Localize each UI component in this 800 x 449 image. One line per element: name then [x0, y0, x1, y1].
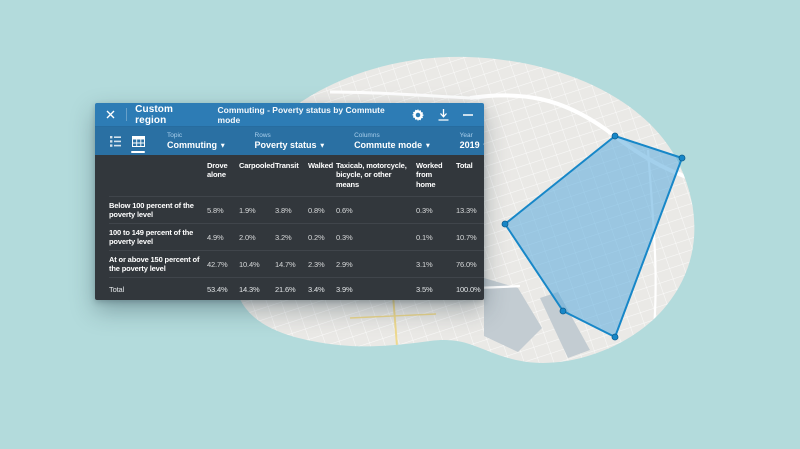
cell-value: 1.9%: [239, 205, 256, 215]
dialog-subtitle: Commuting - Poverty status by Commute mo…: [217, 104, 385, 125]
titlebar-divider: [126, 108, 128, 121]
dropdown-value: Commuting: [167, 140, 217, 150]
cell-value: 4.9%: [207, 232, 224, 242]
table-total-row: Total 53.4% 14.3% 21.6% 3.4% 3.9% 3.5% 1…: [109, 277, 484, 300]
chevron-down-icon: ▾: [320, 142, 325, 149]
major-road-2: [329, 90, 471, 100]
polygon-vertex[interactable]: [678, 154, 686, 162]
cell-value: 3.1%: [416, 259, 433, 269]
dropdown-value: Poverty status: [254, 140, 317, 150]
dialog-titlebar: Custom region Commuting - Poverty status…: [95, 103, 484, 127]
close-icon[interactable]: [103, 107, 118, 123]
table-row: 100 to 149 percent of the poverty level …: [109, 223, 484, 250]
cell-value: 42.7%: [207, 259, 228, 269]
row-label: Below 100 percent of the poverty level: [109, 200, 194, 219]
dropdown-label: Topic: [167, 132, 183, 139]
custom-region-polygon[interactable]: [501, 132, 686, 341]
dropdown-value: 2019: [459, 140, 480, 150]
cell-value: 14.7%: [275, 259, 296, 269]
dropdown-label: Rows: [254, 132, 271, 139]
total-label: Total: [109, 284, 125, 294]
cell-value: 13.3%: [456, 205, 477, 215]
total-value: 100.0%: [456, 284, 481, 294]
water-area: [484, 278, 542, 352]
column-header: Worked from home: [416, 161, 443, 189]
table-header-row: Drove alone Carpooled Transit Walked Tax…: [109, 155, 484, 196]
chevron-down-icon: ▾: [426, 142, 430, 149]
cell-value: 0.1%: [416, 232, 433, 242]
cell-value: 0.2%: [308, 232, 325, 242]
column-header: Total: [456, 161, 473, 170]
dropdown-label: Year: [459, 132, 473, 139]
cell-value: 0.6%: [336, 205, 353, 215]
polygon-vertex[interactable]: [501, 220, 509, 228]
column-header: Walked: [308, 161, 334, 170]
row-label: 100 to 149 percent of the poverty level: [109, 227, 194, 246]
cell-value: 0.8%: [308, 205, 325, 215]
dialog-toolbar: Topic Commuting ▾ Rows Poverty status ▾ Co…: [95, 127, 484, 155]
cell-value: 0.3%: [416, 205, 433, 215]
water-channel: [540, 292, 590, 358]
total-value: 3.9%: [336, 284, 353, 294]
chevron-down-icon: ▾: [221, 142, 225, 149]
polygon-vertex[interactable]: [611, 132, 619, 140]
cell-value: 2.9%: [336, 259, 353, 269]
yellow-road-2: [349, 313, 437, 319]
cell-value: 3.2%: [275, 232, 292, 242]
table-view-icon[interactable]: [127, 127, 149, 155]
cell-value: 5.8%: [207, 205, 224, 215]
dropdown-year[interactable]: Year 2019▾: [460, 127, 484, 155]
table-row: At or above 150 percent of the poverty l…: [109, 250, 484, 277]
column-header: Transit: [275, 161, 299, 170]
cell-value: 3.8%: [275, 205, 292, 215]
column-header: Drove alone: [207, 161, 228, 180]
cell-value: 2.3%: [308, 259, 325, 269]
view-toggle: [105, 127, 149, 155]
polygon-vertex[interactable]: [559, 307, 567, 315]
dialog-title: Custom region: [135, 103, 173, 126]
cell-value: 10.4%: [239, 259, 260, 269]
infographic-dialog: Custom region Commuting - Poverty status…: [95, 103, 484, 300]
polygon-vertex[interactable]: [611, 333, 619, 341]
dropdown-rows[interactable]: Rows Poverty status ▾: [255, 127, 337, 155]
dropdown-value: Commute mode: [354, 140, 423, 150]
cell-value: 76.0%: [456, 259, 477, 269]
selected-view-underline: [131, 151, 145, 153]
total-value: 3.5%: [416, 284, 433, 294]
total-value: 14.3%: [239, 284, 260, 294]
cell-value: 10.7%: [456, 232, 477, 242]
total-value: 53.4%: [207, 284, 228, 294]
dropdown-label: Columns: [354, 132, 380, 139]
gear-icon[interactable]: [410, 108, 425, 122]
row-label: At or above 150 percent of the poverty l…: [109, 254, 200, 273]
cell-value: 2.0%: [239, 232, 256, 242]
column-header: Taxicab, motorcycle, bicycle, or other m…: [336, 161, 407, 189]
column-header: Carpooled: [239, 161, 275, 170]
water-pond: [284, 340, 307, 362]
total-value: 21.6%: [275, 284, 296, 294]
minimize-icon[interactable]: [461, 108, 476, 122]
download-icon[interactable]: [436, 108, 451, 122]
data-table: Drove alone Carpooled Transit Walked Tax…: [95, 155, 484, 300]
dropdown-columns[interactable]: Columns Commute mode ▾: [354, 127, 442, 155]
dropdown-topic[interactable]: Topic Commuting ▾: [167, 127, 237, 155]
table-row: Below 100 percent of the poverty level 5…: [109, 196, 484, 223]
cell-value: 0.3%: [336, 232, 353, 242]
list-view-icon[interactable]: [105, 127, 127, 155]
total-value: 3.4%: [308, 284, 325, 294]
